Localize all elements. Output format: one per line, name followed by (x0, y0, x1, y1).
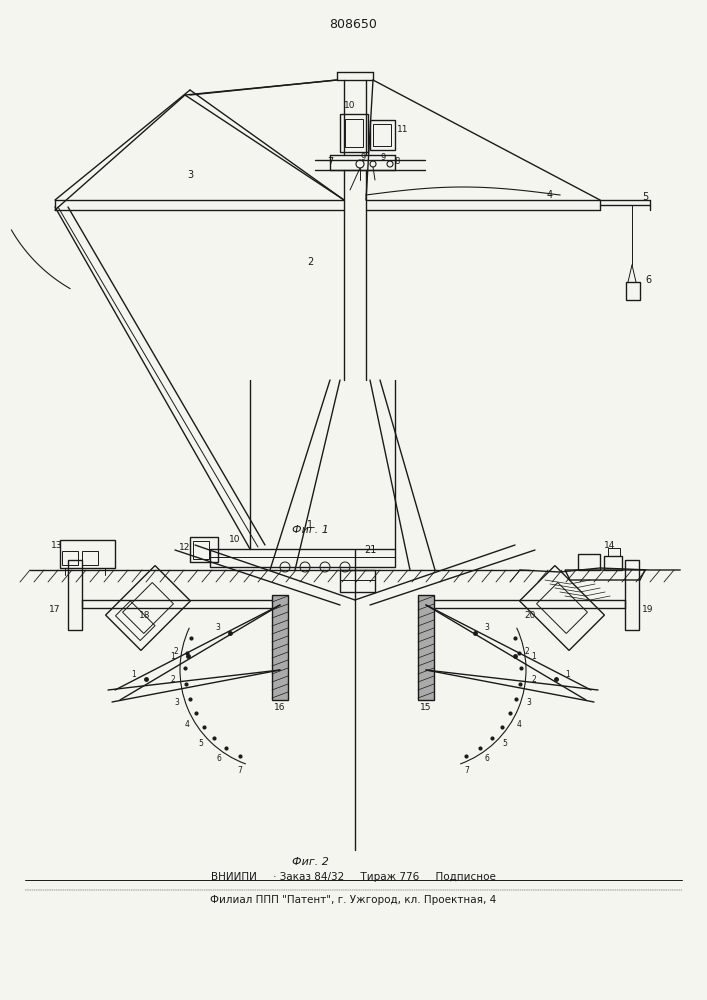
Bar (62, 551, 78, 565)
Text: 2: 2 (173, 647, 178, 656)
Text: 17: 17 (49, 605, 60, 614)
Text: 9: 9 (380, 152, 385, 161)
Text: 5: 5 (642, 192, 648, 202)
Text: Филиал ППП "Патент", г. Ужгород, кл. Проектная, 4: Филиал ППП "Патент", г. Ужгород, кл. Про… (210, 895, 496, 905)
Text: 16: 16 (274, 704, 286, 712)
Text: 7: 7 (237, 766, 242, 775)
Bar (340, 570, 375, 592)
Text: 7: 7 (464, 766, 469, 775)
Text: 7: 7 (327, 157, 333, 167)
Bar (625, 560, 639, 630)
Text: 18: 18 (139, 610, 151, 619)
Text: 20: 20 (525, 610, 536, 619)
Text: 4: 4 (517, 720, 522, 729)
Text: 8: 8 (395, 157, 399, 166)
Text: 3: 3 (215, 623, 220, 632)
Text: 19: 19 (642, 605, 654, 614)
Text: 1: 1 (132, 670, 136, 679)
Text: 5: 5 (199, 739, 204, 748)
Bar (210, 549, 395, 567)
Bar (578, 554, 600, 570)
Bar (68, 560, 82, 630)
Text: 10: 10 (229, 536, 241, 544)
Text: 11: 11 (397, 125, 409, 134)
Text: 3: 3 (187, 170, 193, 180)
Text: 2: 2 (170, 675, 175, 684)
Text: 4: 4 (185, 720, 189, 729)
Text: 10: 10 (344, 101, 356, 109)
Bar (345, 119, 363, 147)
Text: ВНИИПИ     · Заказ 84/32     Тираж 776     Подписное: ВНИИПИ · Заказ 84/32 Тираж 776 Подписное (211, 872, 496, 882)
Text: 6: 6 (485, 754, 490, 763)
Text: 2: 2 (531, 675, 536, 684)
Bar (608, 548, 620, 556)
Text: 808650: 808650 (329, 18, 377, 31)
Text: 3: 3 (527, 698, 532, 707)
Text: 21: 21 (364, 545, 376, 555)
Bar (82, 551, 98, 565)
Bar (370, 120, 395, 150)
Text: Фиг. 1: Фиг. 1 (291, 525, 329, 535)
Text: 6: 6 (645, 275, 651, 285)
Text: 1: 1 (531, 652, 535, 661)
Text: 14: 14 (604, 540, 616, 550)
Text: 1: 1 (565, 670, 570, 679)
Bar (60, 540, 115, 568)
Bar (604, 556, 622, 570)
Text: 15: 15 (420, 704, 432, 712)
Bar (193, 541, 209, 559)
Text: 4: 4 (547, 190, 553, 200)
Text: 12: 12 (180, 542, 191, 552)
Text: 5: 5 (503, 739, 508, 748)
Bar (190, 537, 218, 562)
Bar (626, 282, 640, 300)
Text: 2: 2 (307, 257, 313, 267)
Text: 13: 13 (51, 540, 63, 550)
Text: 3: 3 (175, 698, 180, 707)
Bar (272, 595, 288, 700)
Bar (340, 114, 368, 152)
Text: Фиг. 2: Фиг. 2 (291, 857, 329, 867)
Text: 9: 9 (361, 152, 366, 161)
Bar (373, 124, 391, 146)
Text: 2: 2 (525, 647, 530, 656)
Bar (418, 595, 434, 700)
Text: 6: 6 (216, 754, 221, 763)
Text: 1: 1 (170, 652, 175, 661)
Text: 3: 3 (484, 623, 489, 632)
Text: 1: 1 (307, 520, 313, 530)
